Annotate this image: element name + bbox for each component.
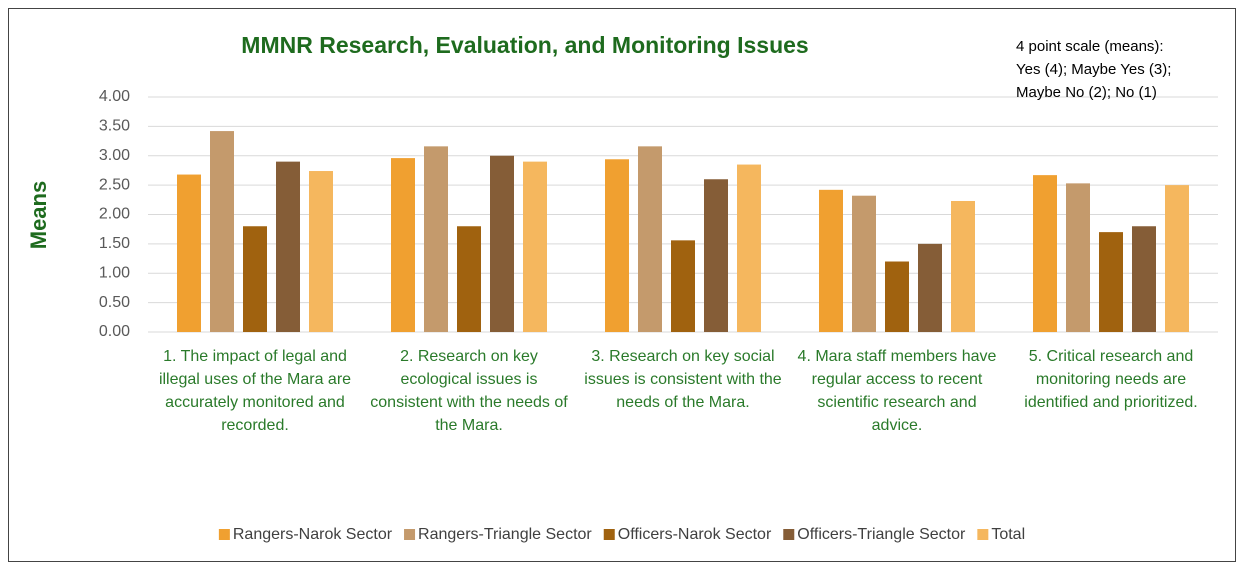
annotation: Maybe No (2); No (1) (1016, 84, 1157, 101)
x-tick-line: 4. Mara staff members have (798, 348, 997, 365)
legend-label: Total (991, 526, 1025, 543)
x-tick-line: illegal uses of the Mara are (159, 371, 351, 388)
chart-title: MMNR Research, Evaluation, and Monitorin… (241, 32, 808, 58)
y-tick-label: 1.50 (99, 235, 130, 252)
bar (605, 159, 629, 332)
bar (391, 158, 415, 332)
bar (1165, 185, 1189, 332)
x-tick-line: 3. Research on key social (591, 348, 774, 365)
x-tick-label: 3. Research on key social issues is consi… (584, 348, 782, 411)
x-tick-line: monitoring needs are (1036, 371, 1186, 388)
bar (177, 174, 201, 332)
legend-swatch (218, 529, 230, 540)
x-tick-line: the Mara. (435, 417, 503, 434)
x-tick-label: 2. Research on key ecological issues is co… (370, 348, 568, 434)
x-tick-line: identified and prioritized. (1024, 394, 1197, 411)
bar (276, 161, 300, 332)
bar (1033, 175, 1057, 332)
x-tick-line: accurately monitored and (165, 394, 345, 411)
bar (309, 171, 333, 332)
bar (424, 146, 448, 332)
annotation: 4 point scale (means): (1016, 38, 1164, 55)
annotation: Yes (4); Maybe Yes (3); (1016, 61, 1171, 78)
bar (1099, 232, 1123, 332)
y-tick-label: 0.50 (99, 294, 130, 311)
bar (671, 240, 695, 332)
x-tick-line: ecological issues is (401, 371, 538, 388)
legend-swatch (603, 529, 615, 540)
x-tick-line: needs of the Mara. (616, 394, 749, 411)
legend-swatch (783, 529, 795, 540)
y-tick-label: 1.00 (99, 264, 130, 281)
x-tick-line: regular access to recent (812, 371, 983, 388)
legend-label: Officers-Narok Sector (618, 526, 772, 543)
bar (918, 243, 942, 332)
bar (704, 179, 728, 332)
bar (210, 131, 234, 332)
bar (951, 200, 975, 332)
bar (638, 146, 662, 332)
bar (1066, 183, 1090, 332)
bar (457, 226, 481, 332)
legend-swatch (977, 529, 989, 540)
x-tick-label: 5. Critical research and monitoring needs… (1024, 348, 1197, 411)
y-tick-label: 3.50 (99, 118, 130, 135)
bar (490, 155, 514, 332)
y-axis-label: Means (26, 181, 51, 249)
x-tick-line: 1. The impact of legal and (163, 348, 347, 365)
bar (1132, 226, 1156, 332)
x-tick-line: 2. Research on key (400, 348, 538, 365)
y-tick-label: 2.00 (99, 206, 130, 223)
x-tick-line: recorded. (221, 417, 289, 434)
bar (243, 226, 267, 332)
legend-swatch (404, 529, 416, 540)
x-tick-line: issues is consistent with the (584, 371, 782, 388)
bar (852, 195, 876, 332)
x-tick-line: advice. (872, 417, 923, 434)
legend-label: Officers-Triangle Sector (797, 526, 966, 543)
legend-label: Rangers-Triangle Sector (418, 526, 592, 543)
bar (819, 189, 843, 332)
bar (737, 164, 761, 332)
y-tick-label: 3.00 (99, 147, 130, 164)
y-tick-label: 4.00 (99, 88, 130, 105)
legend: Rangers-Narok Sector Rangers-Triangle Sec… (218, 526, 1025, 543)
y-tick-label: 0.00 (99, 323, 130, 340)
bar (885, 261, 909, 332)
x-tick-line: scientific research and (817, 394, 976, 411)
bar (523, 161, 547, 332)
x-tick-line: consistent with the needs of (370, 394, 568, 411)
x-tick-label: 4. Mara staff members have regular access… (798, 348, 997, 434)
x-tick-line: 5. Critical research and (1029, 348, 1194, 365)
legend-label: Rangers-Narok Sector (233, 526, 393, 543)
x-tick-label: 1. The impact of legal and illegal uses o… (159, 348, 351, 434)
y-tick-label: 2.50 (99, 176, 130, 193)
